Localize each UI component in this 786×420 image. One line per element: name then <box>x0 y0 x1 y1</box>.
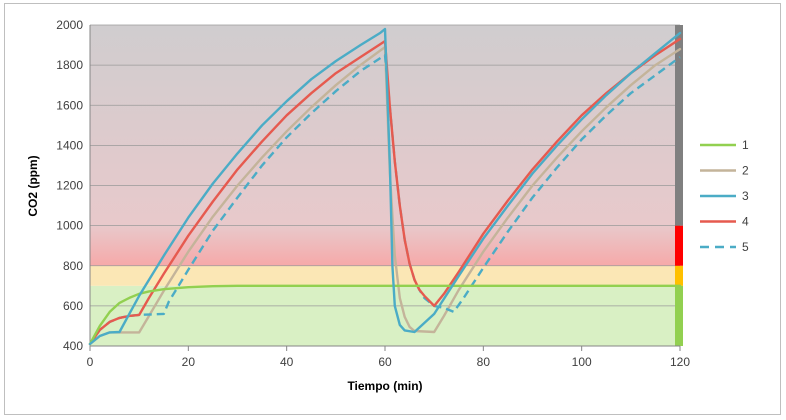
y-tick-2: 800 <box>63 259 83 273</box>
y-tick-3: 1000 <box>56 219 83 233</box>
gridlines <box>90 24 680 347</box>
x-tick-0: 0 <box>87 355 94 369</box>
legend: 1 2 3 4 5 <box>700 138 749 254</box>
legend-label-4: 4 <box>742 215 749 229</box>
axes <box>89 25 681 351</box>
zone-band-0 <box>90 285 680 346</box>
x-tick-1: 20 <box>182 355 196 369</box>
legend-label-3: 3 <box>742 189 749 203</box>
x-tick-5: 100 <box>572 355 592 369</box>
zone-color-bar <box>675 25 683 346</box>
x-tick-4: 80 <box>477 355 491 369</box>
zone-band-1 <box>90 265 680 286</box>
y-tick-labels: 400 600 800 1000 1200 1400 1600 1800 2000 <box>56 18 83 353</box>
series-line-3 <box>88 27 682 346</box>
x-tick-3: 60 <box>378 355 392 369</box>
legend-label-2: 2 <box>742 164 749 178</box>
legend-label-5: 5 <box>742 240 749 254</box>
series-line-1 <box>88 284 682 346</box>
x-tick-labels: 0 20 40 60 80 100 120 <box>87 355 691 369</box>
zone-bar-segment-1 <box>675 265 683 286</box>
legend-label-1: 1 <box>742 138 749 152</box>
x-tick-2: 40 <box>280 355 294 369</box>
zone-bar-segment-3 <box>675 25 683 226</box>
series-line-4 <box>88 37 682 346</box>
y-tick-0: 400 <box>63 339 83 353</box>
zone-band-2 <box>90 225 680 266</box>
y-tick-1: 600 <box>63 299 83 313</box>
y-tick-7: 1800 <box>56 58 83 72</box>
y-tick-6: 1600 <box>56 98 83 112</box>
zone-bar-segment-2 <box>675 225 683 266</box>
series-line-2 <box>88 45 682 346</box>
y-tick-8: 2000 <box>56 18 83 32</box>
x-axis-title: Tiempo (min) <box>347 379 422 393</box>
series-lines <box>88 27 682 346</box>
y-tick-5: 1400 <box>56 138 83 152</box>
zone-bar-segment-0 <box>675 285 683 346</box>
y-axis-title: CO2 (ppm) <box>26 155 40 216</box>
y-tick-4: 1200 <box>56 179 83 193</box>
x-tick-6: 120 <box>670 355 690 369</box>
